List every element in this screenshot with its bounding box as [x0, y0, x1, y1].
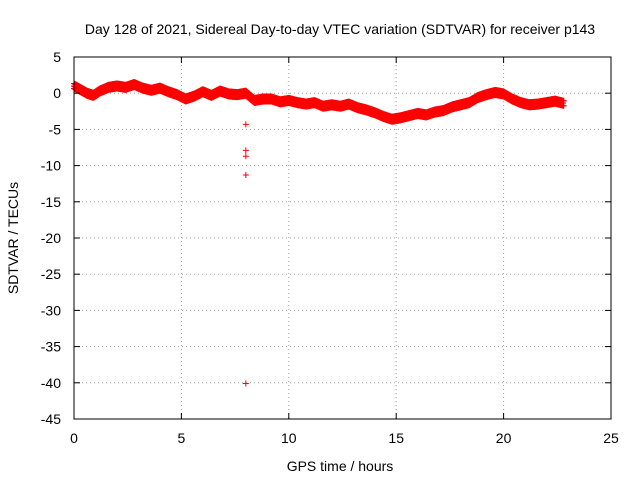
axis-ticks: 0 5 10 15 20 25 5 0 -5 -10 -15 -20 -25 -30 -35 -40 -45: [41, 49, 619, 446]
x-tick-label: 5: [178, 430, 186, 446]
y-tick-label: -10: [41, 158, 61, 174]
x-tick-label: 0: [70, 430, 78, 446]
data-points: [71, 79, 567, 387]
y-tick-label: -20: [41, 230, 61, 246]
y-tick-label: -30: [41, 302, 61, 318]
y-tick-label: -25: [41, 266, 61, 282]
y-tick-label: -45: [41, 411, 61, 427]
y-tick-label: -40: [41, 375, 61, 391]
grid: [74, 57, 611, 419]
outlier-point: [242, 380, 249, 387]
x-tick-label: 15: [388, 430, 404, 446]
outlier-point: [242, 172, 249, 179]
x-axis-label: GPS time / hours: [287, 458, 394, 474]
y-tick-label: -15: [41, 194, 61, 210]
x-tick-label: 25: [603, 430, 619, 446]
data-point: [560, 102, 567, 109]
x-tick-label: 20: [496, 430, 512, 446]
y-tick-label: 5: [53, 49, 61, 65]
y-tick-label: -35: [41, 339, 61, 355]
y-tick-label: -5: [49, 121, 62, 137]
outlier-point: [242, 147, 249, 154]
chart-title: Day 128 of 2021, Sidereal Day-to-day VTE…: [85, 21, 595, 37]
x-tick-label: 10: [281, 430, 297, 446]
outlier-point: [242, 153, 249, 160]
y-axis-label: SDTVAR / TECUs: [5, 182, 21, 294]
outlier-point: [242, 121, 249, 128]
y-tick-label: 0: [53, 85, 61, 101]
